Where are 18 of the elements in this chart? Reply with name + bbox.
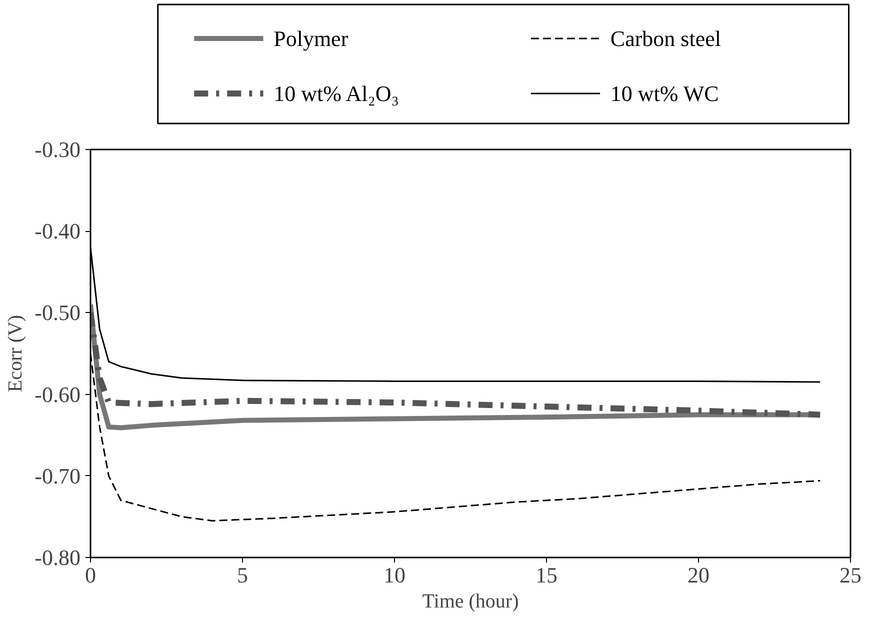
y-tick-label: -0.70	[34, 463, 80, 488]
y-tick-label: -0.40	[34, 218, 80, 244]
y-tick-label: -0.80	[34, 545, 80, 570]
y-tick-label: -0.30	[34, 137, 80, 162]
x-tick-label: 10	[384, 562, 406, 588]
y-tick-label: -0.50	[34, 300, 80, 326]
x-tick-label: 0	[85, 562, 96, 588]
x-tick-label: 25	[840, 562, 862, 588]
legend-label: Carbon steel	[610, 26, 722, 51]
x-tick-label: 20	[688, 562, 710, 588]
legend-label: 10 wt% WC	[610, 81, 719, 106]
x-tick-label: 5	[237, 562, 248, 588]
y-tick-label: -0.60	[34, 382, 80, 407]
legend-label: Polymer	[274, 26, 349, 51]
x-tick-label: 15	[536, 562, 558, 588]
x-axis-title: Time (hour)	[422, 590, 519, 612]
legend-label: 10 wt% Al₂O₃	[274, 81, 399, 106]
y-axis-title: Ecorr (V)	[4, 314, 27, 392]
